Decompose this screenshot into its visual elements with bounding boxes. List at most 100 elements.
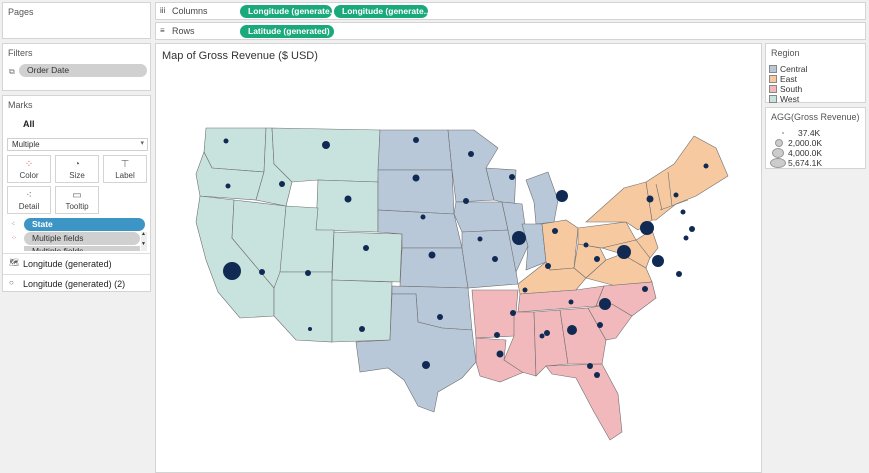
revenue-dot[interactable] — [567, 325, 577, 335]
revenue-dot[interactable] — [468, 151, 474, 157]
revenue-dot[interactable] — [492, 256, 498, 262]
legend-item-central[interactable]: Central — [769, 64, 807, 74]
legend-item-south[interactable]: South — [769, 84, 802, 94]
mark-type-dropdown[interactable]: Multiple ▾ — [7, 138, 148, 151]
revenue-dot[interactable] — [225, 183, 231, 189]
revenue-dot[interactable] — [420, 214, 426, 220]
revenue-dot[interactable] — [463, 198, 469, 204]
tooltip-button[interactable]: ▭ Tooltip — [55, 186, 99, 214]
rows-pill-latitude[interactable]: Latitude (generated) — [240, 25, 334, 38]
revenue-dot[interactable] — [597, 322, 603, 328]
color-label: Color — [19, 171, 39, 180]
legend-label-south: South — [780, 84, 803, 94]
revenue-dot[interactable] — [552, 228, 558, 234]
left-empty-area — [2, 296, 151, 473]
columns-icon: iii — [160, 6, 166, 15]
view-title: Map of Gross Revenue ($ USD) — [162, 50, 318, 62]
revenue-dot[interactable] — [308, 327, 312, 331]
revenue-dot[interactable] — [599, 298, 611, 310]
revenue-dot[interactable] — [594, 372, 600, 378]
revenue-dot[interactable] — [683, 235, 689, 241]
rows-shelf[interactable]: ≡ Rows Latitude (generated) — [155, 22, 866, 40]
size-label: Size — [69, 171, 85, 180]
layer-longitude-2[interactable]: ○ Longitude (generated) (2) — [3, 274, 150, 292]
revenue-dot[interactable] — [680, 209, 686, 215]
label-icon: ⊤ — [120, 159, 130, 170]
state-montana — [271, 127, 381, 183]
columns-shelf[interactable]: iii Columns Longitude (generate.. Longit… — [155, 2, 866, 20]
revenue-dot[interactable] — [223, 138, 229, 144]
revenue-dot[interactable] — [640, 221, 654, 235]
swatch-east — [769, 75, 777, 83]
us-map[interactable] — [156, 72, 761, 472]
revenue-dot[interactable] — [652, 255, 664, 267]
revenue-dot[interactable] — [496, 350, 504, 358]
filter-pill-order-date[interactable]: Order Date — [19, 64, 147, 77]
filters-shelf[interactable]: Filters ⧉ Order Date — [2, 43, 151, 91]
marks-all-tab[interactable]: All — [23, 119, 35, 129]
revenue-dot[interactable] — [437, 314, 443, 320]
state-colorado — [331, 231, 403, 283]
label-button[interactable]: ⊤ Label — [103, 155, 147, 183]
revenue-dot[interactable] — [363, 245, 369, 251]
revenue-dot[interactable] — [539, 333, 545, 339]
legend-item-east[interactable]: East — [769, 74, 797, 84]
revenue-dot[interactable] — [676, 271, 682, 277]
revenue-dot[interactable] — [703, 163, 709, 169]
revenue-dot[interactable] — [544, 330, 550, 336]
field-pill-multiple-fields[interactable]: Multiple fields — [24, 232, 140, 245]
legend-label-west: West — [780, 94, 800, 104]
field-pill-multiple-fields-2[interactable]: Multiple fields — [24, 246, 140, 251]
layer-longitude-1[interactable]: 🗺 Longitude (generated) — [3, 253, 150, 273]
marks-card: Marks All Multiple ▾ ⁘ Color ◔ Size ⊤ La… — [2, 95, 151, 292]
revenue-dot[interactable] — [545, 263, 551, 269]
detail-button[interactable]: ⁖ Detail — [7, 186, 51, 214]
field-pill-state[interactable]: State — [24, 218, 145, 231]
revenue-dot[interactable] — [322, 141, 330, 149]
region-legend[interactable]: Region Central East South West — [765, 43, 866, 104]
color-button[interactable]: ⁘ Color — [7, 155, 51, 183]
revenue-dot[interactable] — [568, 299, 574, 305]
pages-title: Pages — [8, 7, 34, 17]
state-west-virginia — [573, 243, 607, 279]
pages-shelf[interactable]: Pages — [2, 2, 151, 39]
scroll-up-icon: ▲ — [141, 231, 146, 237]
revenue-dot[interactable] — [223, 262, 241, 280]
revenue-dot[interactable] — [673, 192, 679, 198]
revenue-dot[interactable] — [259, 269, 265, 275]
revenue-dot[interactable] — [587, 363, 593, 369]
revenue-dot[interactable] — [422, 361, 430, 369]
revenue-dot[interactable] — [359, 326, 365, 332]
size-legend[interactable]: AGG(Gross Revenue) 37.4K 2,000.0K 4,000.… — [765, 107, 866, 169]
marks-scrollbar[interactable]: ▲ ▼ — [141, 231, 147, 251]
revenue-dot[interactable] — [305, 270, 311, 276]
legend-item-west[interactable]: West — [769, 94, 799, 104]
revenue-dot[interactable] — [642, 286, 648, 292]
revenue-dot[interactable] — [279, 181, 285, 187]
size-legend-label-4: 5,674.1K — [788, 158, 823, 168]
revenue-dot[interactable] — [583, 242, 589, 248]
columns-pill-longitude-2[interactable]: Longitude (generate.. — [334, 5, 428, 18]
size-button[interactable]: ◔ Size — [55, 155, 99, 183]
revenue-dot[interactable] — [412, 174, 420, 182]
revenue-dot[interactable] — [510, 310, 516, 316]
revenue-dot[interactable] — [594, 256, 600, 262]
revenue-dot[interactable] — [689, 226, 695, 232]
columns-pill-longitude-1[interactable]: Longitude (generate.. — [240, 5, 332, 18]
state-michigan — [525, 171, 559, 225]
revenue-dot[interactable] — [522, 287, 528, 293]
swatch-south — [769, 85, 777, 93]
revenue-dot[interactable] — [413, 137, 419, 143]
revenue-dot[interactable] — [344, 195, 352, 203]
revenue-dot[interactable] — [617, 245, 631, 259]
revenue-dot[interactable] — [509, 174, 515, 180]
revenue-dot[interactable] — [646, 195, 654, 203]
state-vermont-nh-border — [655, 171, 689, 211]
size-legend-label-1: 37.4K — [798, 128, 821, 138]
revenue-dot[interactable] — [512, 231, 526, 245]
revenue-dot[interactable] — [556, 190, 568, 202]
state-wyoming — [315, 179, 379, 233]
revenue-dot[interactable] — [494, 332, 500, 338]
revenue-dot[interactable] — [428, 251, 436, 259]
revenue-dot[interactable] — [477, 236, 483, 242]
